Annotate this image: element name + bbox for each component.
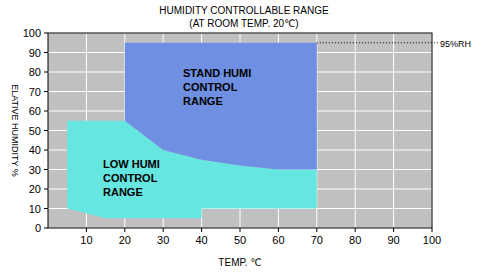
- x-tick: [86, 228, 87, 232]
- plot-frame: [48, 33, 432, 228]
- y-tick: [44, 52, 48, 53]
- subtitle: (AT ROOM TEMP. 20℃): [189, 18, 298, 29]
- y-tick: [44, 150, 48, 151]
- x-tick-label: 30: [157, 234, 169, 246]
- area-label: LOW HUMICONTROLRANGE: [103, 158, 160, 198]
- x-tick-label: 80: [349, 234, 361, 246]
- x-axis-label: TEMP. ℃: [218, 257, 261, 268]
- x-tick: [163, 228, 164, 232]
- annotation-line: [317, 42, 438, 43]
- y-tick: [44, 189, 48, 190]
- y-tick: [44, 33, 48, 34]
- x-tick: [201, 228, 202, 232]
- x-tick: [240, 228, 241, 232]
- x-tick-label: 100: [423, 234, 441, 246]
- range-area: [125, 43, 317, 170]
- annotation-text: 95%RH: [440, 39, 471, 49]
- y-tick-label: 70: [29, 86, 41, 98]
- areas: [67, 43, 317, 219]
- y-tick-label: 30: [29, 164, 41, 176]
- y-axis-label: ELATIVE HUMIDITY %: [10, 84, 20, 177]
- y-tick: [44, 111, 48, 112]
- y-tick: [44, 72, 48, 73]
- x-tick-label: 60: [272, 234, 284, 246]
- y-tick: [44, 91, 48, 92]
- x-tick-label: 90: [387, 234, 399, 246]
- x-tick: [124, 228, 125, 232]
- y-tick-label: 20: [29, 183, 41, 195]
- x-tick-label: 70: [311, 234, 323, 246]
- x-tick-label: 20: [119, 234, 131, 246]
- x-tick: [393, 228, 394, 232]
- y-tick-label: 0: [35, 222, 41, 234]
- x-tick-label: 50: [234, 234, 246, 246]
- plot-background: [48, 33, 432, 228]
- y-tick-label: 90: [29, 47, 41, 59]
- y-tick: [44, 208, 48, 209]
- x-tick-label: 10: [80, 234, 92, 246]
- y-tick-label: 60: [29, 105, 41, 117]
- title: HUMIDITY CONTROLLABLE RANGE: [159, 5, 329, 16]
- x-tick: [316, 228, 317, 232]
- chart: HUMIDITY CONTROLLABLE RANGE (AT ROOM TEMP…: [0, 0, 489, 277]
- y-tick-label: 40: [29, 144, 41, 156]
- y-tick-label: 10: [29, 203, 41, 215]
- x-tick: [278, 228, 279, 232]
- x-tick-label: 40: [195, 234, 207, 246]
- y-tick-label: 50: [29, 125, 41, 137]
- y-tick: [44, 228, 48, 229]
- x-tick: [432, 228, 433, 232]
- y-tick-label: 100: [23, 27, 41, 39]
- y-tick-label: 80: [29, 66, 41, 78]
- area-label: STAND HUMICONTROLRANGE: [183, 67, 251, 107]
- x-tick: [355, 228, 356, 232]
- y-tick: [44, 169, 48, 170]
- y-tick: [44, 130, 48, 131]
